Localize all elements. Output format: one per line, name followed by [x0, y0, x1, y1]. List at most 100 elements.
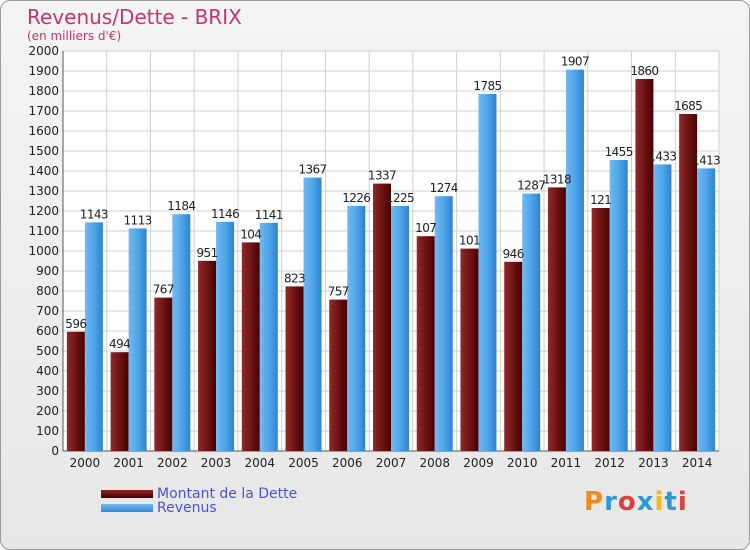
- legend-swatch-revenus: [101, 504, 153, 512]
- y-tick-label: 1700: [28, 104, 59, 118]
- bar-dette: [285, 286, 304, 451]
- x-tick-label: 2005: [288, 456, 319, 470]
- data-label-revenus: 1141: [255, 208, 283, 222]
- data-label-revenus: 1226: [342, 191, 370, 205]
- bar-revenus: [653, 164, 672, 451]
- bar-revenus: [697, 168, 716, 451]
- y-tick-label: 1500: [28, 144, 59, 158]
- y-tick-label: 600: [36, 324, 59, 338]
- y-tick-label: 800: [36, 284, 59, 298]
- data-label-dette: 1318: [543, 172, 571, 186]
- bar-revenus: [478, 94, 497, 451]
- logo-letter: i: [654, 487, 665, 517]
- x-tick-label: 2006: [332, 456, 363, 470]
- x-tick-label: 2003: [201, 456, 232, 470]
- data-label-dette: 951: [197, 246, 218, 260]
- y-tick-label: 700: [36, 304, 59, 318]
- x-tick-label: 2009: [463, 456, 494, 470]
- data-label-dette: 1337: [368, 169, 396, 183]
- y-tick-label: 1100: [28, 224, 59, 238]
- data-label-revenus: 1146: [211, 207, 239, 221]
- chart-subtitle: (en milliers d'€): [27, 29, 122, 43]
- bar-dette: [416, 236, 435, 451]
- x-tick-label: 2002: [157, 456, 188, 470]
- bar-revenus: [522, 193, 541, 451]
- data-label-revenus: 1785: [473, 79, 501, 93]
- y-tick-label: 300: [36, 384, 59, 398]
- bar-revenus: [347, 205, 366, 451]
- logo-letter: x: [636, 487, 655, 517]
- legend-label-revenus: Revenus: [157, 500, 217, 516]
- bar-revenus: [609, 160, 628, 451]
- data-label-dette: 101: [459, 234, 480, 248]
- bar-dette: [504, 261, 523, 451]
- y-tick-label: 1000: [28, 244, 59, 258]
- y-tick-label: 400: [36, 364, 59, 378]
- bar-revenus: [303, 177, 322, 451]
- x-tick-label: 2000: [70, 456, 101, 470]
- proxiti-logo: Proxiti: [584, 487, 688, 517]
- bar-dette: [110, 352, 129, 451]
- data-label-revenus: 1287: [517, 179, 545, 193]
- data-label-dette: 104: [240, 227, 261, 241]
- bar-revenus: [391, 206, 409, 451]
- bar-dette: [373, 183, 391, 451]
- bar-dette: [591, 208, 610, 451]
- data-label-revenus: 1274: [430, 181, 458, 195]
- bar-revenus: [216, 221, 235, 451]
- data-label-dette: 107: [415, 221, 436, 235]
- x-tick-label: 2013: [638, 456, 669, 470]
- y-tick-label: 500: [36, 344, 59, 358]
- data-label-revenus: 1184: [167, 199, 195, 213]
- bar-revenus: [172, 214, 191, 451]
- bar-dette: [547, 187, 566, 451]
- bar-dette: [679, 114, 698, 451]
- bar-dette: [198, 260, 217, 451]
- bar-revenus: [434, 196, 453, 451]
- y-tick-label: 1300: [28, 184, 59, 198]
- x-tick-label: 2012: [594, 456, 625, 470]
- logo-letter: i: [677, 487, 688, 517]
- data-label-revenus: 1143: [80, 207, 108, 221]
- bar-dette: [460, 248, 479, 451]
- logo-letter: r: [604, 487, 618, 517]
- data-label-revenus: 1433: [648, 149, 676, 163]
- x-tick-label: 2011: [551, 456, 582, 470]
- y-tick-label: 1200: [28, 204, 59, 218]
- bar-dette: [154, 297, 173, 451]
- data-label-dette: 767: [153, 283, 174, 297]
- data-label-dette: 1685: [674, 99, 702, 113]
- bar-revenus: [84, 222, 103, 451]
- x-tick-label: 2010: [507, 456, 538, 470]
- x-tick-label: 2014: [682, 456, 713, 470]
- y-tick-label: 1900: [28, 64, 59, 78]
- data-label-revenus: 1455: [605, 145, 633, 159]
- data-label-revenus: 1113: [124, 213, 152, 227]
- x-tick-label: 2001: [113, 456, 144, 470]
- y-tick-label: 0: [51, 444, 59, 458]
- data-label-dette: 757: [328, 285, 349, 299]
- y-tick-label: 200: [36, 404, 59, 418]
- bar-dette: [635, 79, 654, 451]
- data-label-dette: 494: [109, 337, 130, 351]
- bar-dette: [241, 242, 260, 451]
- y-tick-label: 900: [36, 264, 59, 278]
- chart-title: Revenus/Dette - BRIX: [27, 5, 242, 29]
- data-label-dette: 121: [590, 193, 611, 207]
- legend-swatch-dette: [101, 490, 153, 498]
- y-tick-label: 100: [36, 424, 59, 438]
- data-label-dette: 823: [284, 271, 305, 285]
- data-label-dette: 946: [503, 247, 524, 261]
- data-label-revenus: 1367: [298, 163, 326, 177]
- y-tick-label: 1400: [28, 164, 59, 178]
- logo-letter: P: [584, 487, 605, 517]
- bar-revenus: [565, 69, 584, 451]
- bar-revenus: [259, 222, 278, 451]
- data-label-revenus: 1225: [386, 191, 414, 205]
- x-tick-label: 2004: [245, 456, 276, 470]
- data-label-revenus: 1907: [561, 55, 589, 69]
- y-tick-label: 1600: [28, 124, 59, 138]
- data-label-dette: 1860: [630, 64, 658, 78]
